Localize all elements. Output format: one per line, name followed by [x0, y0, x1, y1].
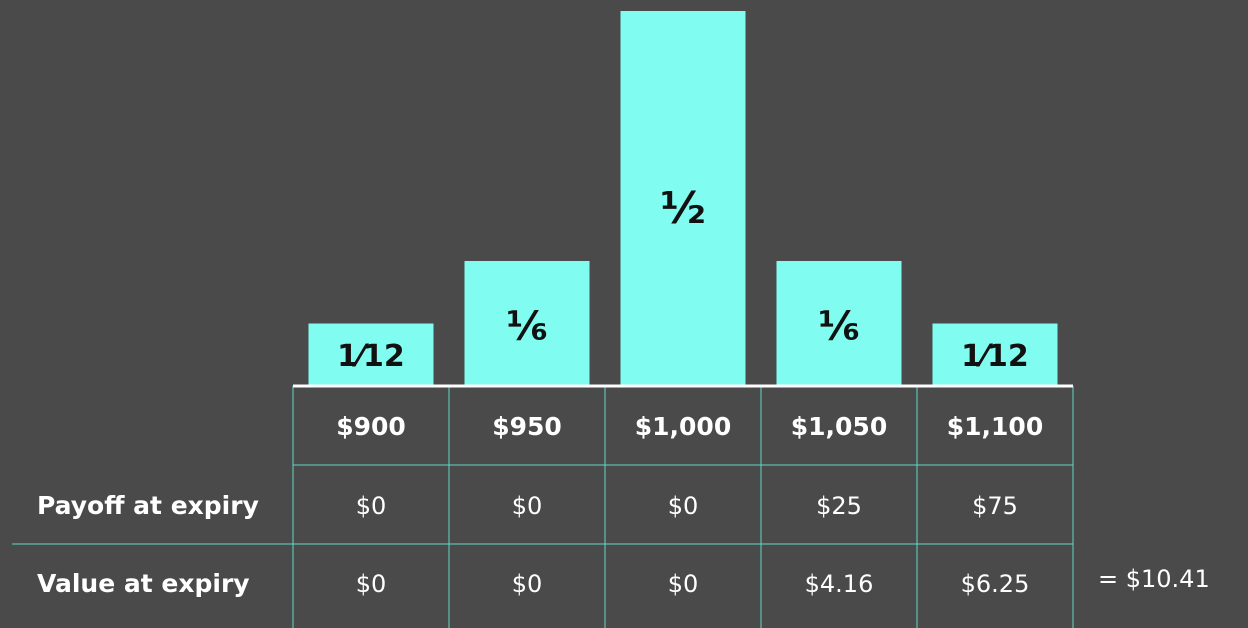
table-cell: $0 [512, 570, 543, 598]
category-label: $900 [336, 412, 406, 441]
table-cell: $4.16 [805, 570, 874, 598]
category-label: $950 [492, 412, 562, 441]
category-label: $1,050 [791, 412, 887, 441]
row-label: Payoff at expiry [37, 491, 259, 520]
category-label: $1,100 [947, 412, 1043, 441]
table-cell: $0 [356, 570, 387, 598]
table-cell: $25 [816, 492, 862, 520]
row-label: Value at expiry [37, 569, 250, 598]
bar-label: ⅙ [818, 303, 859, 349]
bar [932, 323, 1058, 386]
bar-label: ⅙ [506, 303, 547, 349]
table-cell: $75 [972, 492, 1018, 520]
category-label: $1,000 [635, 412, 731, 441]
table-cell: $0 [668, 492, 699, 520]
bar [464, 260, 590, 386]
table-cell: $6.25 [961, 570, 1030, 598]
bar-label: 1⁄12 [961, 339, 1029, 374]
bar-label: ½ [660, 183, 706, 234]
bar-label: 1⁄12 [337, 339, 405, 374]
bar [620, 11, 746, 386]
bar [308, 323, 434, 386]
bar [776, 260, 902, 386]
table-cell: $0 [668, 570, 699, 598]
table-cell: $0 [356, 492, 387, 520]
total: = $10.41 [1098, 565, 1210, 593]
table-cell: $0 [512, 492, 543, 520]
